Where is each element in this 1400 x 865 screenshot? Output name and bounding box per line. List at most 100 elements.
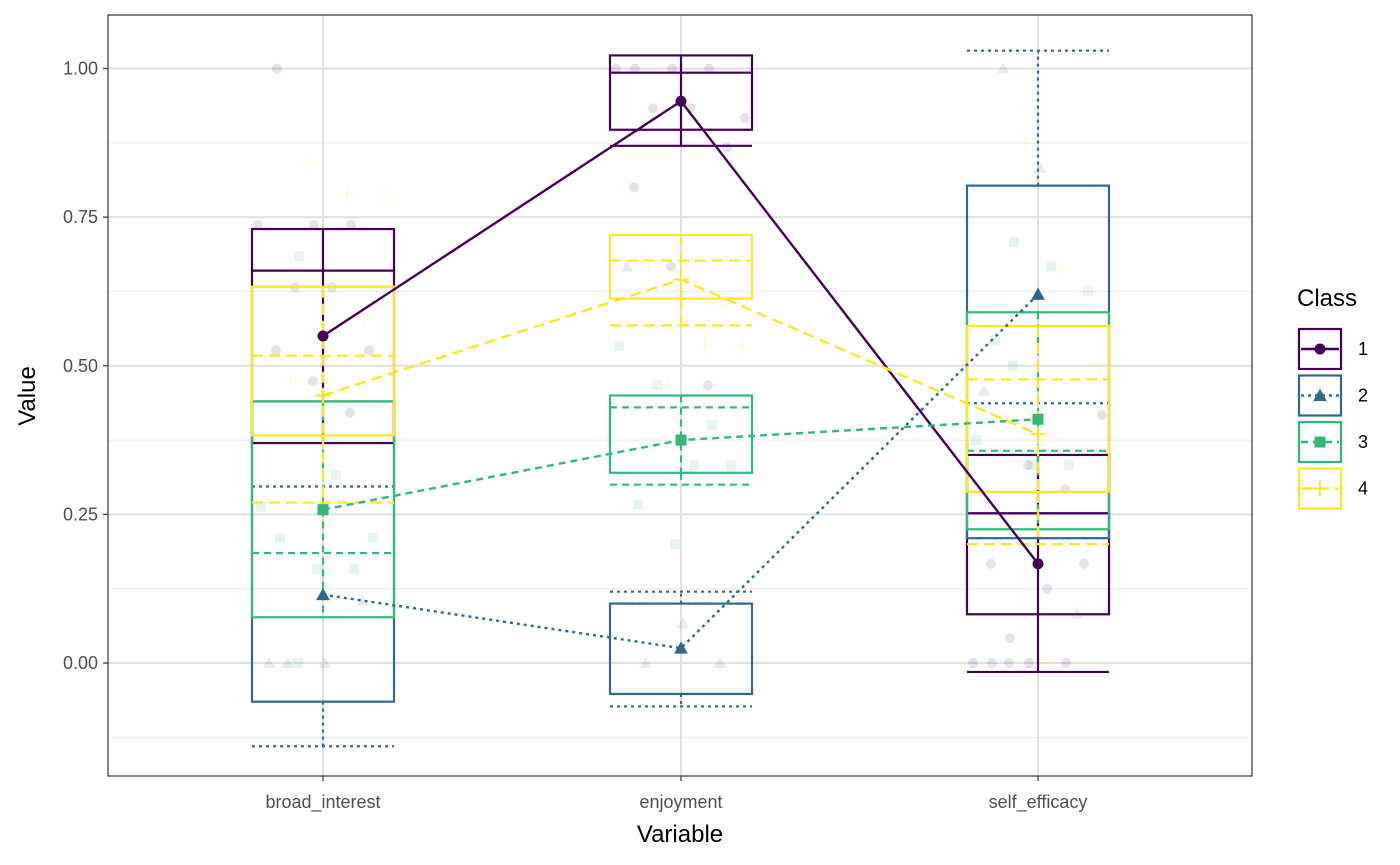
box-class-2 (608, 590, 754, 708)
jitter-point (1009, 237, 1019, 248)
series-point-1 (317, 330, 329, 342)
jitter-point (340, 186, 354, 201)
x-tick-label: broad_interest (265, 792, 380, 813)
series-point-2 (674, 641, 688, 654)
series-point-4 (673, 271, 689, 288)
jitter-point (309, 219, 319, 230)
jitter-point (318, 656, 332, 669)
jitter-point (666, 261, 676, 272)
legend-label: 3 (1358, 432, 1368, 452)
jitter-point (1083, 286, 1093, 297)
series-point-2 (316, 587, 330, 601)
jitter-point (722, 142, 732, 153)
legend-label: 1 (1358, 339, 1368, 359)
legend-label: 2 (1358, 386, 1368, 406)
legend-key-marker (1314, 343, 1326, 355)
box-class-4 (608, 233, 754, 327)
series-point-4 (1030, 426, 1046, 442)
legend-title: Class (1297, 285, 1357, 312)
jitter-point (630, 63, 640, 74)
jitter-point (377, 186, 391, 201)
y-tick-label: 0.50 (63, 356, 98, 376)
y-tick-label: 0.00 (63, 653, 98, 673)
jitter-point (312, 564, 322, 575)
jitter-point (707, 420, 717, 431)
jitter-point (679, 259, 693, 274)
jitter-point (716, 299, 730, 314)
jitter-point (349, 564, 359, 575)
jitter-point (1064, 460, 1074, 471)
jitter-point (1070, 607, 1084, 619)
jitter-point (642, 259, 656, 274)
jitter-point (971, 435, 981, 446)
jitter-point (368, 532, 378, 543)
series-point-3 (317, 504, 329, 516)
jitter-point (968, 658, 978, 669)
box-class-4 (250, 285, 396, 504)
jitter-point (977, 384, 991, 396)
jitter-point (629, 182, 639, 193)
jitter-point (284, 374, 298, 389)
jitter-point (648, 103, 658, 114)
jitter-point (698, 339, 712, 354)
legend-key-marker (1312, 480, 1328, 497)
jitter-point (253, 219, 263, 230)
series-point-1 (1032, 558, 1044, 570)
series-point-1 (675, 95, 687, 107)
jitter-point (670, 539, 680, 550)
jitter-point (331, 470, 341, 481)
series-point-4 (315, 387, 331, 404)
jitter-point (1079, 558, 1089, 569)
box-class-3 (608, 394, 754, 486)
y-tick-label: 0.75 (63, 207, 98, 227)
jitter-point (1060, 484, 1070, 495)
jitter-point (999, 408, 1013, 423)
legend: Class 1 2 3 4 (1297, 285, 1368, 510)
jitter-point (620, 260, 634, 272)
jitter-point (256, 501, 266, 512)
series-point-3 (1032, 413, 1044, 425)
jitter-point (1042, 583, 1052, 594)
jitter-point (667, 63, 677, 74)
jitter-point (345, 407, 355, 418)
jitter-point (358, 311, 372, 326)
jitter-point (308, 376, 318, 387)
jitter-point (1008, 360, 1018, 371)
jitter-point (740, 112, 750, 123)
jitter-point (987, 658, 997, 669)
jitter-point (661, 378, 675, 393)
legend-key-marker (1314, 436, 1326, 448)
y-tick-label: 1.00 (63, 59, 98, 79)
x-tick-label: self_efficacy (989, 792, 1088, 813)
legend-item-2: 2 (1297, 374, 1368, 417)
x-tick-label: enjoyment (639, 792, 722, 812)
legend-key-marker (1313, 388, 1327, 401)
jitter-point (1097, 410, 1107, 421)
jitter-point (689, 460, 699, 471)
jitter-point (623, 180, 637, 195)
x-axis-title: Variable (637, 821, 723, 848)
jitter-point (990, 335, 1000, 346)
jitter-point (1024, 658, 1034, 669)
jitter-point (611, 63, 621, 74)
jitter-point (303, 155, 317, 170)
jitter-point (676, 616, 690, 629)
jitter-point (1055, 259, 1069, 274)
y-axis-title: Value (14, 366, 41, 426)
jitter-point (281, 656, 295, 669)
jitter-point (1033, 161, 1047, 173)
series-line-2 (322, 293, 1039, 650)
series-point-3 (675, 434, 687, 446)
jitter-point (1018, 135, 1032, 150)
jitter-point (1046, 261, 1056, 272)
jitter-point (271, 345, 281, 356)
jitter-point (1004, 658, 1014, 669)
jitter-point (1092, 358, 1106, 373)
plot-border (107, 14, 1253, 777)
jitter-point (996, 62, 1010, 74)
jitter-point (272, 63, 282, 74)
jitter-point (639, 656, 653, 669)
jitter-point (703, 380, 713, 391)
